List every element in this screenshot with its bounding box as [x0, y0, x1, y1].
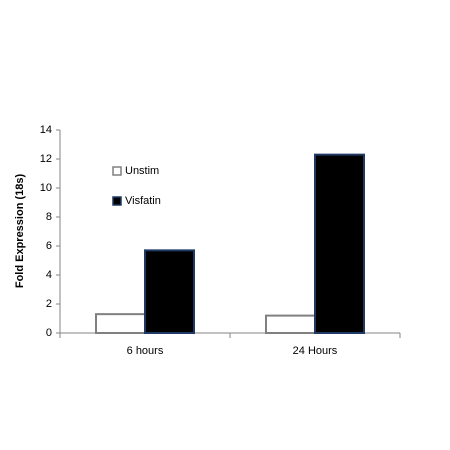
- x-tick-label: 6 hours: [127, 345, 164, 357]
- y-tick-label: 4: [46, 269, 52, 281]
- bar: [314, 153, 365, 334]
- y-tick-label: 10: [40, 182, 52, 194]
- y-tick-label: 12: [40, 153, 52, 165]
- y-axis-label: Fold Expression (18s): [14, 174, 26, 289]
- bar: [95, 313, 146, 334]
- bar: [265, 314, 316, 335]
- legend-swatch: [112, 196, 122, 206]
- x-tick-label: 24 Hours: [293, 345, 338, 357]
- y-tick-label: 0: [46, 327, 52, 339]
- y-tick-label: 2: [46, 298, 52, 310]
- y-tick-label: 14: [40, 124, 52, 136]
- y-tick-label: 6: [46, 240, 52, 252]
- legend-label: Visfatin: [125, 195, 161, 207]
- legend-label: Unstim: [125, 165, 159, 177]
- legend-swatch: [112, 166, 122, 176]
- bar: [144, 249, 195, 335]
- y-tick-label: 8: [46, 211, 52, 223]
